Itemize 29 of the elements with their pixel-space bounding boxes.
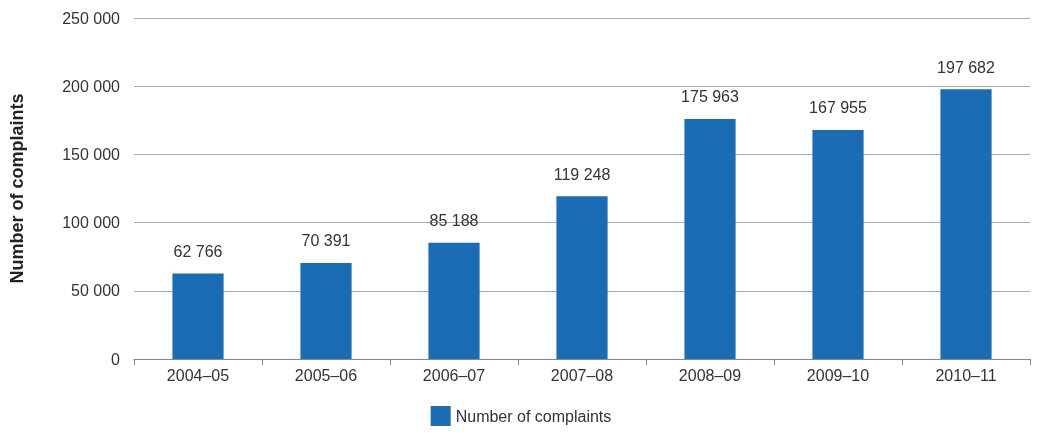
- y-tick-label: 250 000: [62, 9, 121, 27]
- data-label: 85 188: [429, 212, 479, 230]
- y-tick-label: 50 000: [71, 282, 121, 300]
- y-tick-label: 0: [111, 350, 121, 368]
- legend-label: Number of complaints: [455, 407, 612, 425]
- x-tick-label: 2006–07: [422, 366, 486, 384]
- bar: [300, 262, 352, 359]
- bar: [812, 129, 864, 359]
- x-tick-label: 2010–11: [935, 366, 997, 384]
- y-tick-label: 150 000: [62, 145, 121, 163]
- x-tick-label: 2007–08: [550, 366, 614, 384]
- data-label: 62 766: [173, 242, 223, 260]
- bar: [940, 89, 992, 359]
- x-tick-label: 2005–06: [294, 366, 358, 384]
- bar: [172, 273, 224, 359]
- y-tick-label: 200 000: [62, 77, 121, 95]
- bar: [428, 242, 480, 359]
- x-tick-label: 2004–05: [166, 366, 230, 384]
- y-axis-title: Number of complaints: [7, 93, 27, 284]
- x-tick-label: 2008–09: [678, 366, 742, 384]
- bar: [556, 196, 608, 359]
- y-tick-label: 100 000: [62, 214, 121, 232]
- data-label: 119 248: [553, 165, 611, 183]
- data-label: 197 682: [937, 58, 996, 76]
- data-label: 70 391: [301, 232, 351, 250]
- bar: [684, 118, 736, 359]
- data-label: 167 955: [809, 99, 868, 117]
- x-tick-label: 2009–10: [806, 366, 870, 384]
- data-label: 175 963: [681, 88, 740, 106]
